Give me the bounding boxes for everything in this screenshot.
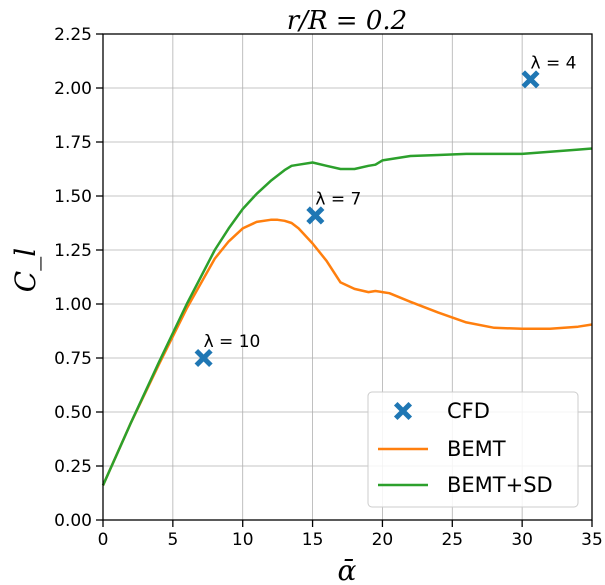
y-tick-label: 2.00 [54,79,92,99]
cfd-point-marker [521,70,540,89]
axis-ticks: 0 5 10 15 20 25 30 35 0.00 0.25 0.50 0.75 1.00 1.25 1.… [54,25,603,550]
plot-frame [102,33,593,521]
point-annotations: λ = 10 λ = 7 λ = 4 [204,53,577,352]
series-line-bemt [101,218,593,486]
x-axis-title: ᾱ [338,554,357,585]
series-line-bemt-sd [101,147,593,486]
y-tick-label: 0.00 [54,511,92,531]
y-axis-title: C_l [9,248,42,292]
y-tick-label: 1.25 [54,241,92,261]
cfd-point-marker [306,206,325,225]
x-tick-label: 10 [232,530,254,550]
cfd-point-marker [194,348,213,368]
legend: CFD BEMT BEMT+SD [367,391,579,508]
cfd-point-label: λ = 7 [315,189,361,209]
cfd-point-label: λ = 4 [531,53,577,73]
y-tick-label: 0.50 [54,403,92,423]
y-tick-label: 0.75 [54,349,92,369]
x-tick-label: 25 [441,530,463,550]
legend-cfd-x-icon [393,401,413,421]
plot-series [101,147,593,486]
x-tick-label: 35 [581,530,603,550]
y-tick-label: 0.25 [54,457,92,477]
legend-label-bemt-sd: BEMT+SD [447,473,553,497]
cfd-markers [194,70,540,368]
legend-cfd-marker [393,401,413,421]
y-tick-label: 1.00 [54,295,92,315]
x-tick-label: 30 [511,530,533,550]
x-tick-label: 20 [372,530,394,550]
legend-label-cfd: CFD [447,399,490,423]
x-tick-label: 0 [98,530,109,550]
legend-label-bemt: BEMT [447,437,506,461]
cfd-point-label: λ = 10 [204,332,261,352]
y-tick-label: 2.25 [54,25,92,45]
y-tick-label: 1.50 [54,187,92,207]
y-tick-label: 1.75 [54,133,92,153]
x-tick-label: 5 [167,530,178,550]
chart-title: r/R = 0.2 [287,6,407,36]
legend-frame [367,391,579,508]
x-tick-label: 15 [302,530,324,550]
